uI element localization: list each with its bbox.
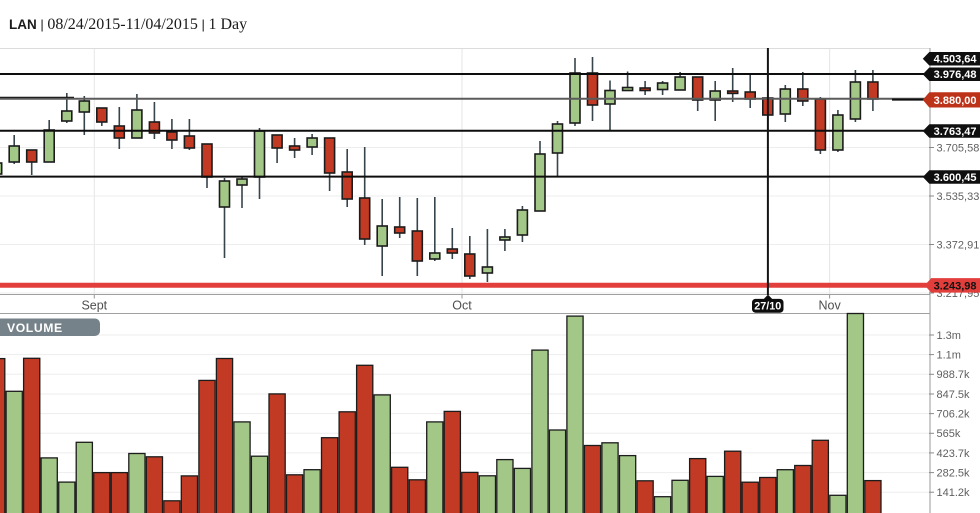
svg-text:4.503,64: 4.503,64 xyxy=(934,54,978,66)
svg-text:1.1m: 1.1m xyxy=(937,350,961,362)
svg-text:1.3m: 1.3m xyxy=(937,330,961,342)
svg-text:282.5k: 282.5k xyxy=(937,468,971,480)
svg-text:3.880,00: 3.880,00 xyxy=(934,95,977,107)
svg-text:141.2k: 141.2k xyxy=(937,487,971,499)
svg-text:LAN | 08/24/2015-11/04/2015 |: LAN | 08/24/2015-11/04/2015 | 1 Day xyxy=(9,16,247,33)
svg-text:3.976,48: 3.976,48 xyxy=(934,69,977,81)
svg-text:847.5k: 847.5k xyxy=(937,389,971,401)
svg-text:3.372,91: 3.372,91 xyxy=(937,239,980,251)
svg-text:988.7k: 988.7k xyxy=(937,369,971,381)
svg-text:27/10: 27/10 xyxy=(754,301,781,313)
svg-text:Sept: Sept xyxy=(81,299,107,313)
svg-text:565k: 565k xyxy=(937,428,961,440)
svg-text:3.243,98: 3.243,98 xyxy=(934,280,977,292)
svg-text:423.7k: 423.7k xyxy=(937,448,971,460)
svg-text:Oct: Oct xyxy=(452,299,472,313)
svg-text:3.535,33: 3.535,33 xyxy=(937,191,980,203)
svg-text:3.600,45: 3.600,45 xyxy=(934,172,977,184)
svg-text:VOLUME: VOLUME xyxy=(7,321,63,335)
svg-text:3.705,58: 3.705,58 xyxy=(937,142,980,154)
svg-text:706.2k: 706.2k xyxy=(937,409,971,421)
svg-text:3.763,47: 3.763,47 xyxy=(934,126,977,138)
svg-text:Nov: Nov xyxy=(818,299,841,313)
